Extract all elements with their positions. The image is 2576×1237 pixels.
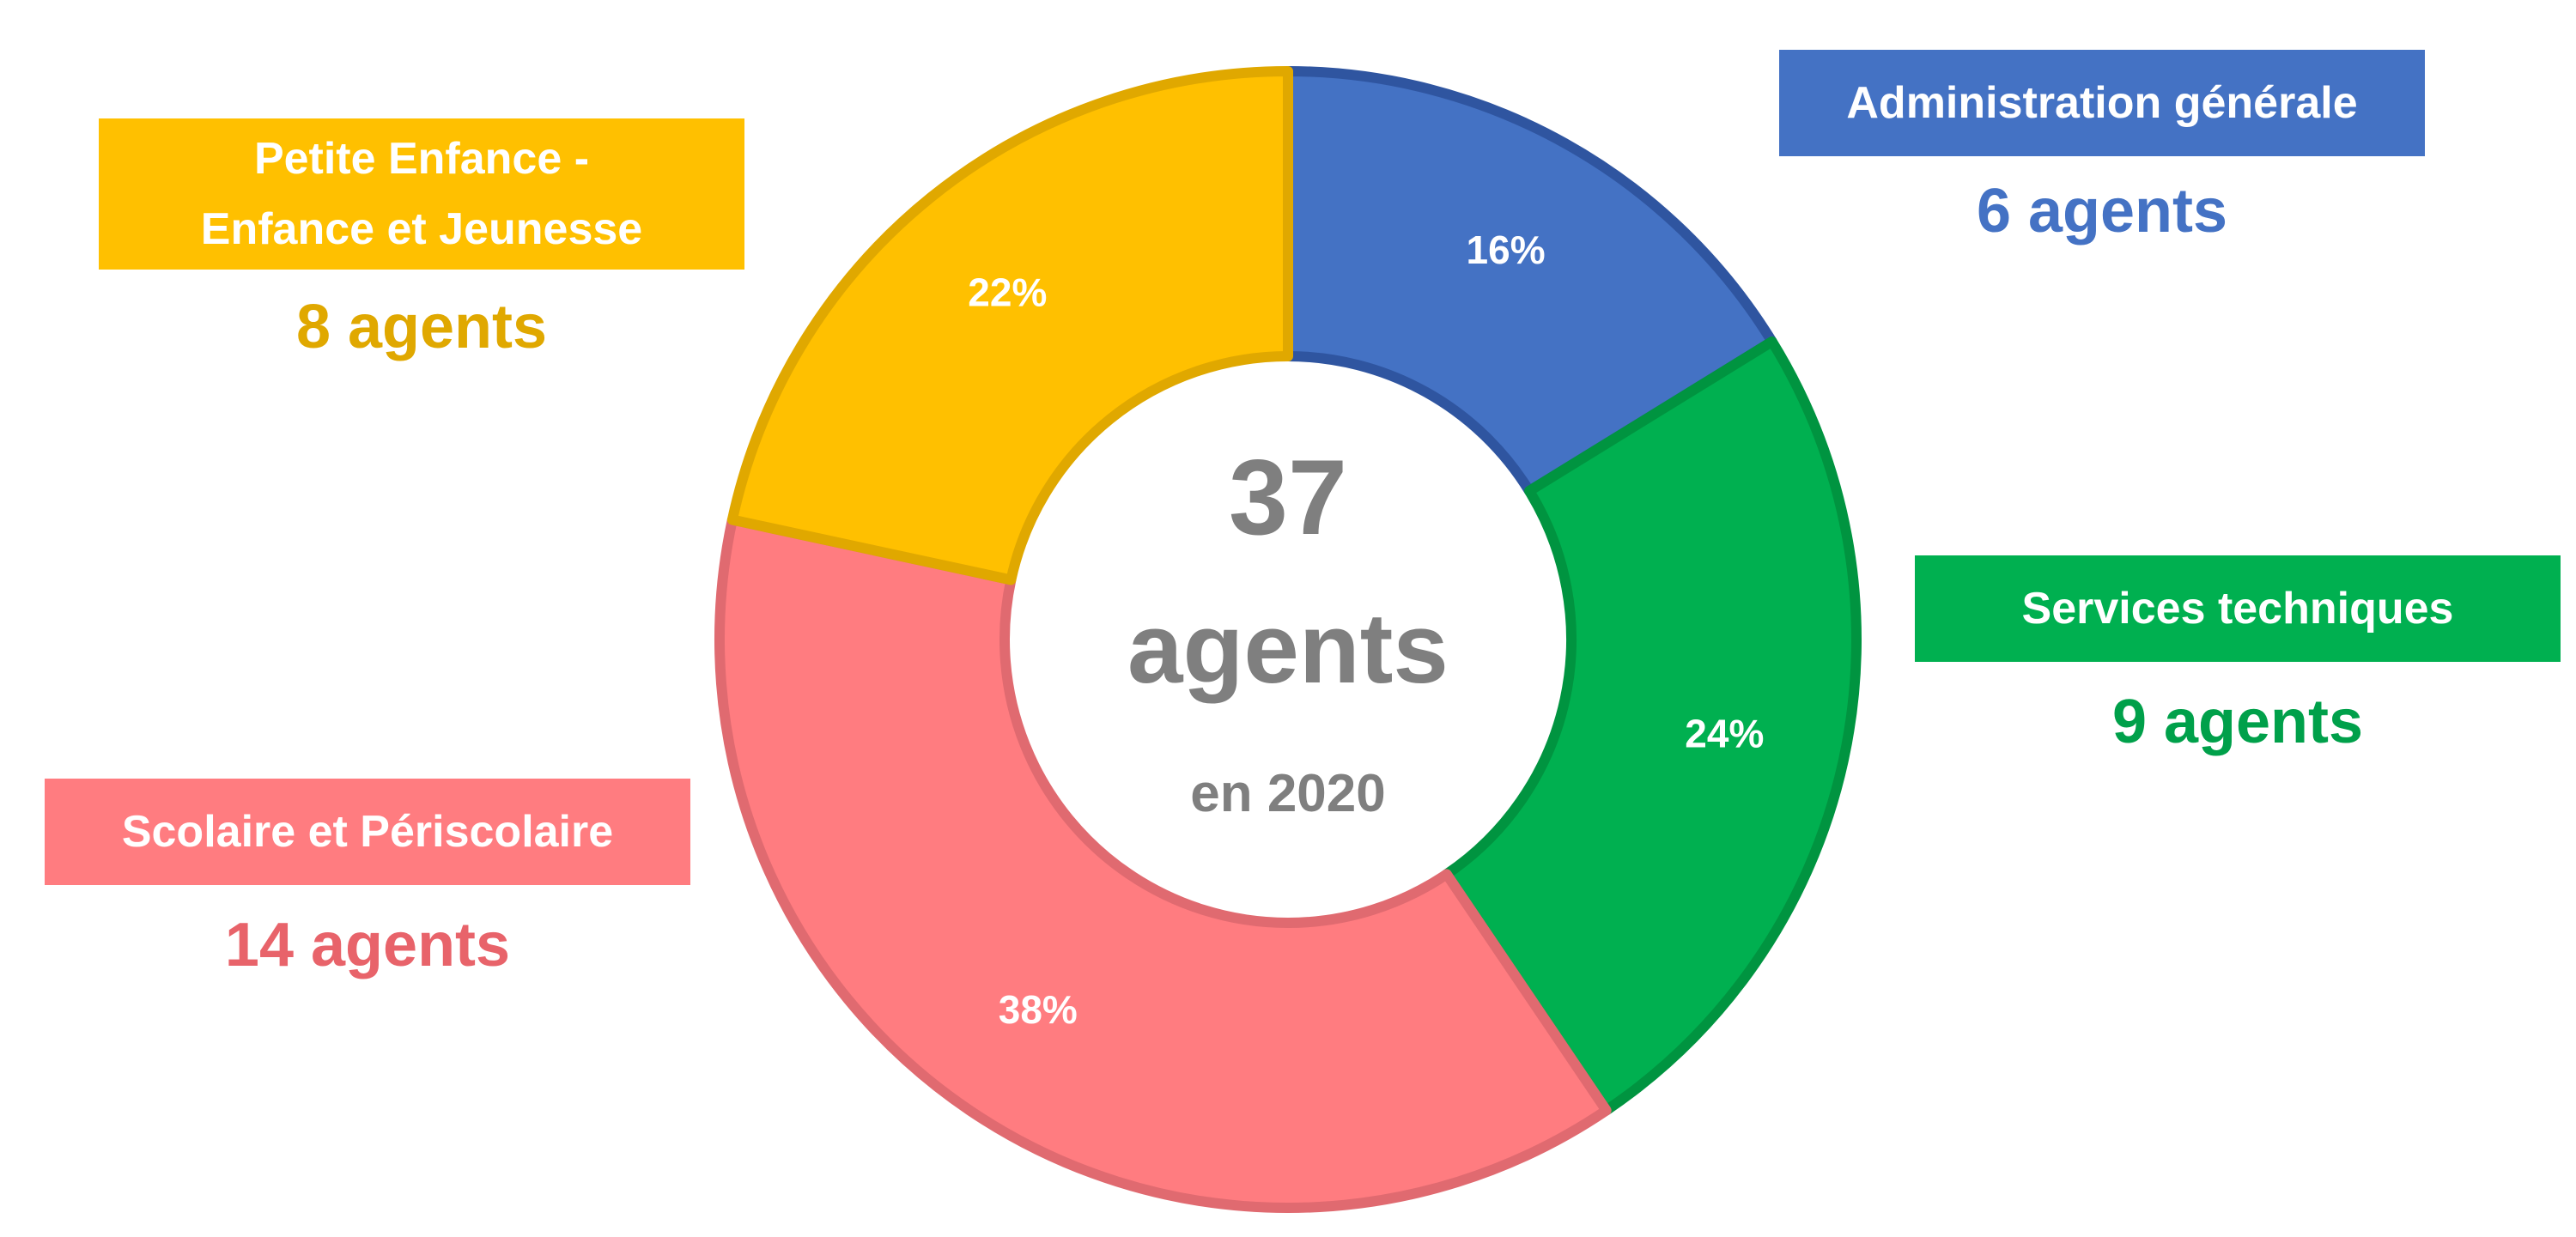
legend-count-services-techniques: 9 agents bbox=[2111, 688, 2364, 756]
center-year: en 2020 bbox=[1190, 764, 1386, 823]
donut-slice-label-0: 16% bbox=[1467, 227, 1546, 272]
donut-slice-3 bbox=[726, 66, 1293, 585]
donut-slice-labels: 16% 24% 38% 22% bbox=[968, 227, 1764, 1032]
donut-slice-label-2: 38% bbox=[999, 987, 1078, 1032]
legend-label-petite-enfance-line-2: Enfance et Jeunesse bbox=[200, 204, 643, 254]
center-total-unit: agents bbox=[1127, 592, 1449, 704]
legend-count-administration-generale: 6 agents bbox=[1976, 177, 2228, 246]
legend-box-petite-enfance: Petite Enfance - Enfance et Jeunesse bbox=[99, 118, 744, 270]
legend-count-petite-enfance: 8 agents bbox=[295, 293, 548, 361]
legend-box-services-techniques: Services techniques bbox=[1915, 555, 2561, 662]
legend-label-scolaire-periscolaire: Scolaire et Périscolaire bbox=[121, 807, 614, 857]
donut-slice-0 bbox=[1283, 66, 1777, 496]
donut-slices bbox=[714, 66, 1862, 1213]
donut-slice-label-3: 22% bbox=[968, 270, 1047, 314]
donut-slice-1 bbox=[1441, 336, 1862, 1116]
legend-count-scolaire-periscolaire: 14 agents bbox=[224, 911, 511, 979]
legend-label-administration-generale: Administration générale bbox=[1846, 78, 2358, 128]
donut-slice-2 bbox=[714, 514, 1612, 1213]
donut-center: 37 agents en 2020 bbox=[1127, 439, 1449, 823]
legend-label-services-techniques: Services techniques bbox=[2021, 584, 2454, 634]
legend-label-petite-enfance-line-1: Petite Enfance - bbox=[253, 134, 590, 184]
donut-slice-label-1: 24% bbox=[1685, 712, 1764, 756]
legend-box-scolaire-periscolaire: Scolaire et Périscolaire bbox=[45, 779, 690, 885]
center-total-number: 37 bbox=[1229, 439, 1347, 557]
legend-box-administration-generale: Administration générale bbox=[1779, 50, 2425, 156]
